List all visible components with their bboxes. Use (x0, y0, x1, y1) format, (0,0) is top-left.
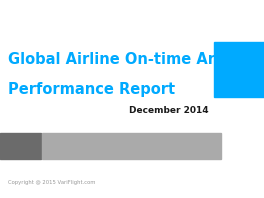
Bar (0, 133, 41, 159)
Bar (42, 133, 221, 159)
Text: December 2014: December 2014 (129, 106, 209, 115)
Bar (214, 42, 264, 97)
Text: Copyright @ 2015 VariFlight.com: Copyright @ 2015 VariFlight.com (8, 180, 95, 185)
Text: Performance Report: Performance Report (8, 82, 175, 97)
Text: Global Airline On-time Arrival: Global Airline On-time Arrival (8, 52, 252, 67)
